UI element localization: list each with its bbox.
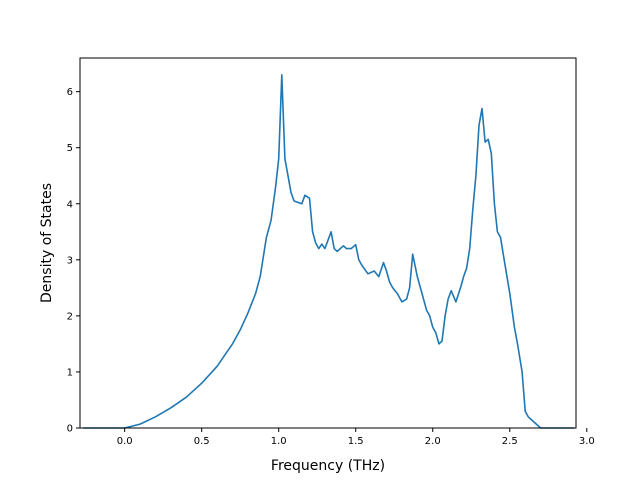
x-axis-label: Frequency (THz): [271, 458, 385, 474]
x-tick-label: 1.5: [348, 436, 364, 447]
y-tick-label: 3: [67, 255, 73, 266]
x-tick-label: 2.5: [502, 436, 518, 447]
x-axis-ticks: 0.0 0.5 1.0 1.5 2.0 2.5 3.0: [117, 428, 595, 447]
y-tick-label: 4: [67, 199, 73, 210]
plot-frame: [79, 57, 577, 429]
x-tick-label: 2.0: [425, 436, 441, 447]
x-tick-label: 3.0: [579, 436, 595, 447]
y-tick-label: 6: [67, 87, 73, 98]
y-axis-label: Density of States: [39, 183, 55, 303]
y-tick-label: 5: [67, 143, 73, 154]
y-tick-label: 2: [67, 311, 73, 322]
plot-background: [80, 58, 576, 428]
dos-series-line: [83, 74, 575, 429]
y-axis-ticks: 0 1 2 3 4 5 6: [67, 87, 80, 435]
x-tick-label: 0.0: [117, 436, 133, 447]
x-tick-label: 0.5: [194, 436, 210, 447]
y-tick-label: 1: [67, 367, 73, 378]
y-tick-label: 0: [67, 424, 73, 435]
x-tick-label: 1.0: [271, 436, 287, 447]
curve-layer: [83, 74, 575, 429]
plot-area: [79, 57, 577, 429]
